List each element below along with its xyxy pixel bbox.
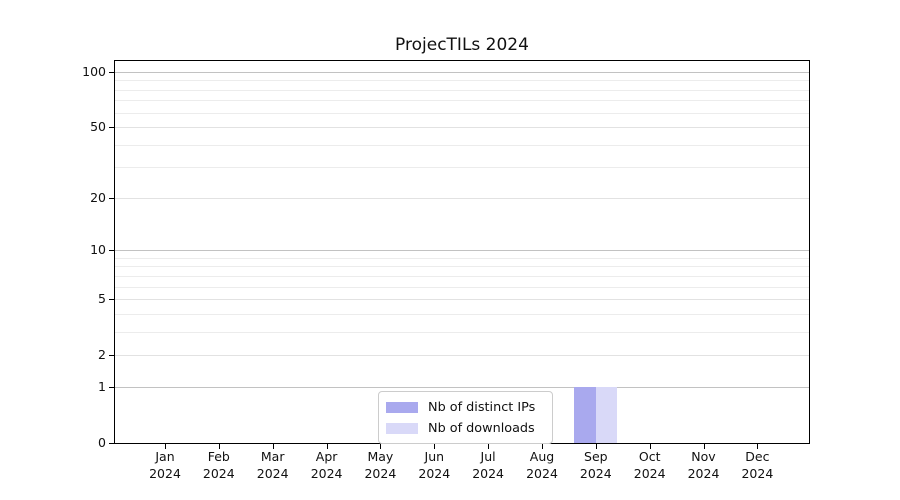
x-tick-year: 2024: [526, 466, 558, 481]
y-gridline: [115, 387, 809, 389]
y-tick-mark: [109, 443, 114, 444]
y-gridline: [115, 72, 809, 73]
x-tick-label: Feb 2024: [189, 448, 249, 482]
x-tick-mark: [488, 444, 490, 449]
y-tick-label: 20: [90, 190, 106, 206]
x-tick-mark: [326, 444, 328, 449]
y-tick-mark: [109, 299, 114, 300]
x-tick-month: Feb: [207, 449, 230, 464]
x-tick-month: Jul: [480, 449, 496, 464]
y-gridline: [115, 198, 809, 200]
x-tick-mark: [165, 444, 166, 449]
x-tick-mark: [380, 444, 382, 449]
x-tick-year: 2024: [149, 466, 181, 481]
x-tick-mark: [272, 444, 274, 449]
y-gridline: [115, 126, 809, 128]
x-tick-label: Aug 2024: [512, 448, 572, 482]
y-tick-mark: [109, 198, 114, 200]
x-tick-month: Oct: [638, 449, 661, 464]
bar-downloads: [595, 387, 618, 443]
x-tick-month: May: [367, 449, 394, 464]
legend-swatch: [386, 402, 418, 413]
x-tick-month: Dec: [745, 449, 770, 464]
x-tick-month: Jan: [155, 449, 175, 464]
y-minor-gridline: [115, 275, 809, 277]
legend-swatch: [386, 423, 418, 434]
x-tick-mark: [757, 444, 759, 449]
x-tick-label: May 2024: [350, 448, 410, 482]
y-minor-gridline: [115, 313, 809, 315]
y-minor-gridline: [115, 112, 809, 114]
bar-distinct-ips: [574, 387, 596, 443]
y-tick-label: 100: [82, 64, 106, 79]
y-tick-label: 2: [98, 346, 106, 362]
y-tick-label: 5: [98, 291, 106, 306]
x-tick-month: Jun: [424, 449, 445, 464]
x-tick-year: 2024: [741, 466, 774, 481]
x-tick-year: 2024: [202, 466, 235, 481]
y-minor-gridline: [115, 331, 809, 333]
x-tick-year: 2024: [633, 466, 666, 481]
y-tick-mark: [109, 250, 114, 252]
legend-label: Nb of downloads: [428, 420, 535, 436]
y-tick-mark: [109, 72, 114, 73]
x-tick-mark: [542, 444, 543, 449]
x-tick-year: 2024: [579, 466, 612, 481]
y-gridline: [115, 299, 809, 300]
x-tick-label: Jun 2024: [404, 448, 464, 482]
y-tick-label: 50: [90, 118, 106, 134]
x-tick-month: Nov: [691, 449, 716, 464]
x-tick-year: 2024: [418, 466, 451, 481]
x-tick-label: Mar 2024: [243, 448, 303, 482]
x-tick-label: Nov 2024: [674, 448, 734, 482]
y-minor-gridline: [115, 144, 809, 146]
x-tick-mark: [434, 444, 436, 449]
y-minor-gridline: [115, 100, 809, 102]
y-tick-label: 10: [90, 242, 106, 258]
x-tick-label: Jan 2024: [135, 448, 195, 482]
y-gridline: [115, 354, 809, 356]
legend-item: Nb of downloads: [386, 418, 544, 439]
y-tick-label: 0: [98, 435, 106, 450]
x-tick-mark: [703, 444, 705, 449]
y-minor-gridline: [115, 266, 809, 268]
x-tick-label: Sep 2024: [566, 448, 626, 482]
x-tick-year: 2024: [687, 466, 720, 481]
x-tick-year: 2024: [472, 466, 504, 481]
y-tick-mark: [109, 387, 114, 389]
y-tick-label: 1: [98, 379, 106, 395]
x-tick-month: Apr: [315, 449, 338, 464]
x-tick-month: Aug: [529, 449, 555, 464]
chart-title: ProjecTILs 2024: [395, 35, 529, 55]
y-tick-mark: [109, 354, 114, 356]
x-tick-year: 2024: [364, 466, 397, 481]
x-tick-mark: [649, 444, 651, 449]
y-minor-gridline: [115, 286, 809, 288]
legend: Nb of distinct IPs Nb of downloads: [378, 391, 553, 444]
plot-area: Nb of distinct IPs Nb of downloads: [114, 60, 810, 444]
x-tick-label: Jul 2024: [458, 448, 518, 482]
legend-item: Nb of distinct IPs: [386, 397, 544, 418]
y-minor-gridline: [115, 80, 809, 82]
y-minor-gridline: [115, 89, 809, 91]
x-tick-mark: [595, 444, 597, 449]
x-tick-year: 2024: [310, 466, 343, 481]
y-minor-gridline: [115, 166, 809, 168]
x-tick-month: Sep: [584, 449, 608, 464]
legend-label: Nb of distinct IPs: [428, 399, 536, 415]
x-tick-mark: [218, 444, 220, 449]
y-tick-mark: [109, 126, 114, 128]
y-minor-gridline: [115, 257, 809, 259]
x-tick-label: Dec 2024: [727, 448, 787, 482]
x-tick-year: 2024: [256, 466, 289, 481]
x-tick-label: Apr 2024: [297, 448, 357, 482]
y-gridline: [115, 250, 809, 252]
x-tick-label: Oct 2024: [620, 448, 680, 482]
x-tick-month: Mar: [260, 449, 285, 464]
